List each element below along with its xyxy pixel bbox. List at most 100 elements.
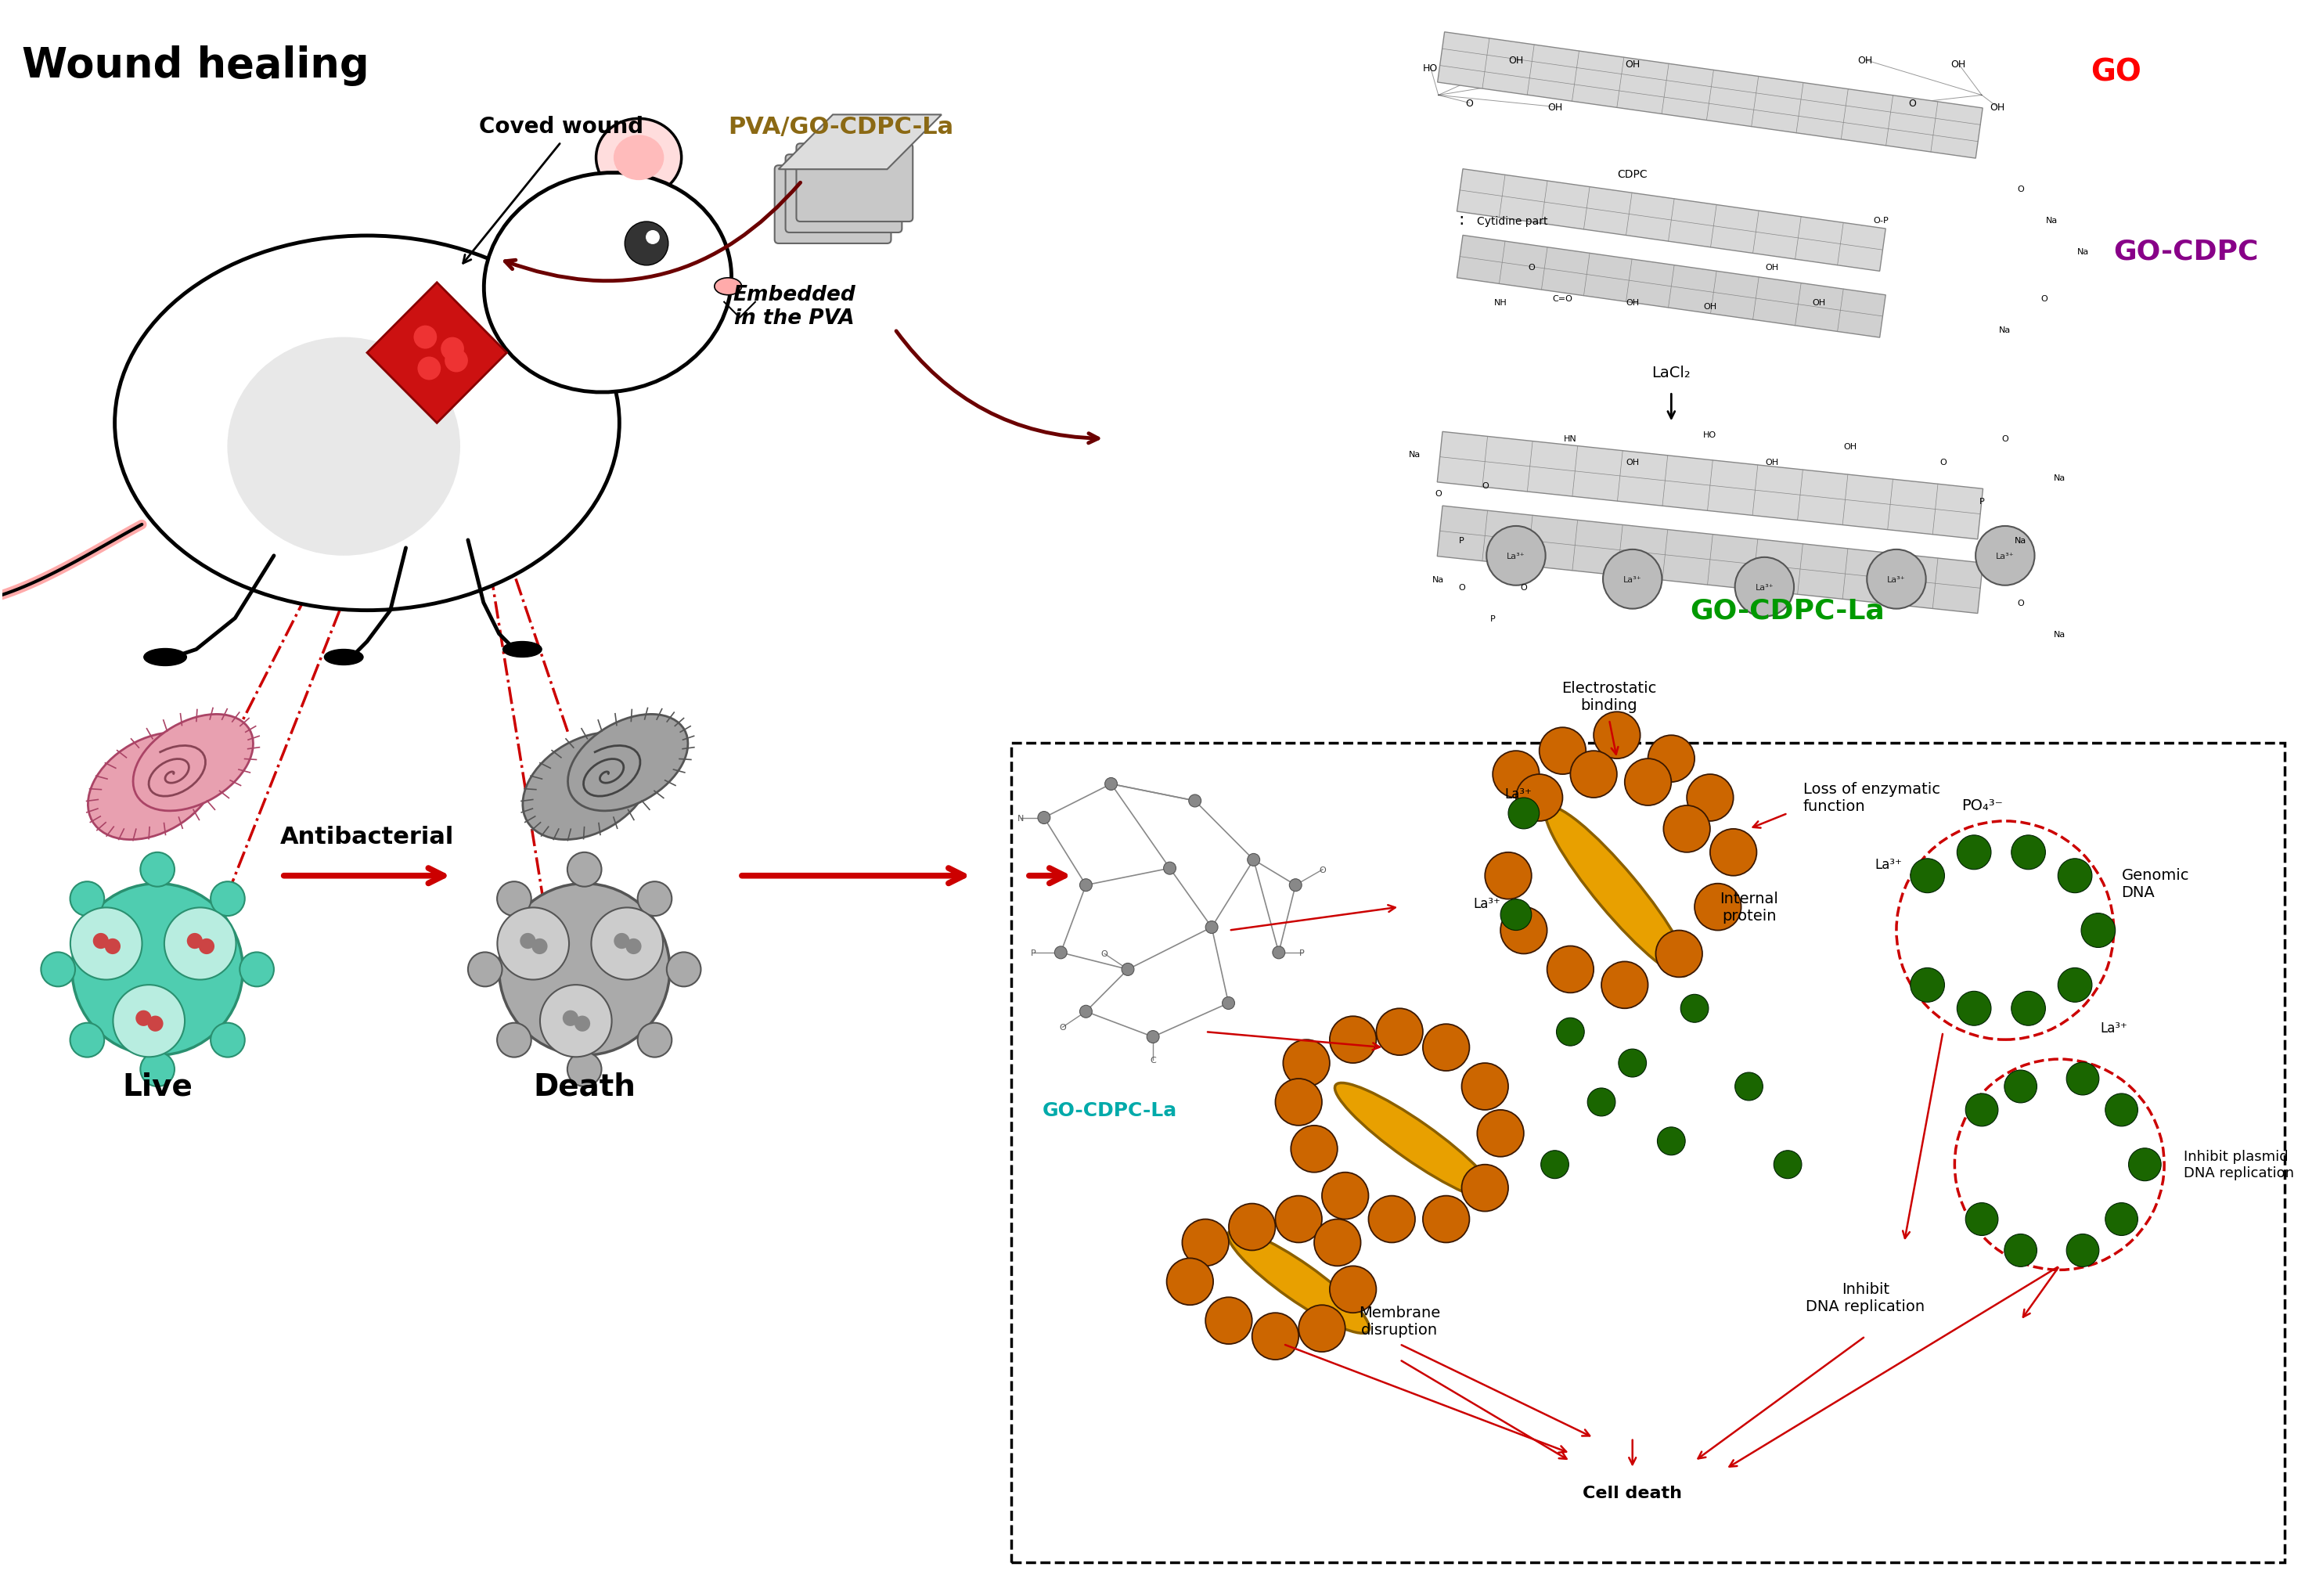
Text: O: O (2016, 185, 2023, 193)
Circle shape (1477, 1111, 1524, 1157)
Circle shape (1494, 752, 1540, 798)
Circle shape (637, 1023, 671, 1058)
Text: La³⁺: La³⁺ (1995, 552, 2014, 560)
Circle shape (1965, 1093, 1998, 1127)
Circle shape (1299, 1306, 1345, 1352)
Circle shape (2005, 1234, 2037, 1267)
Circle shape (1910, 859, 1944, 894)
Circle shape (1656, 930, 1703, 977)
Circle shape (1315, 1219, 1361, 1266)
Circle shape (567, 1052, 602, 1087)
Text: O: O (1907, 99, 1916, 109)
Circle shape (1680, 994, 1707, 1023)
Circle shape (1956, 835, 1991, 870)
Text: Na: Na (2047, 217, 2058, 225)
Circle shape (441, 338, 465, 361)
Circle shape (1247, 854, 1259, 867)
Circle shape (574, 1017, 590, 1031)
Circle shape (1965, 1203, 1998, 1235)
Circle shape (2005, 1071, 2037, 1103)
Circle shape (186, 934, 202, 950)
Text: Death: Death (534, 1073, 637, 1101)
Circle shape (1289, 879, 1301, 892)
Text: P: P (1979, 498, 1984, 506)
Text: Na: Na (2000, 326, 2012, 334)
Text: Na: Na (1433, 576, 1445, 584)
Circle shape (625, 222, 669, 267)
Circle shape (1587, 1088, 1614, 1116)
Ellipse shape (325, 650, 362, 666)
Text: OH: OH (1858, 56, 1872, 65)
Circle shape (418, 358, 441, 380)
Circle shape (499, 884, 669, 1055)
Circle shape (1206, 921, 1217, 934)
Circle shape (1540, 728, 1587, 774)
Text: Loss of enzymatic
function: Loss of enzymatic function (1803, 782, 1940, 814)
Text: O: O (1529, 263, 1536, 271)
Circle shape (211, 1023, 244, 1058)
FancyBboxPatch shape (1011, 744, 2284, 1562)
Circle shape (497, 1023, 532, 1058)
Circle shape (1570, 752, 1617, 798)
Ellipse shape (502, 642, 541, 658)
Ellipse shape (523, 733, 653, 839)
Text: GO-CDPC: GO-CDPC (2114, 238, 2258, 265)
Circle shape (532, 938, 548, 954)
Text: OH: OH (1991, 102, 2005, 113)
Circle shape (1222, 998, 1234, 1010)
Text: O: O (1101, 950, 1108, 958)
Circle shape (139, 1052, 174, 1087)
Circle shape (2067, 1063, 2100, 1095)
Circle shape (520, 934, 537, 950)
Circle shape (413, 326, 437, 350)
Text: OH: OH (1626, 458, 1640, 466)
Circle shape (1282, 1041, 1329, 1087)
Circle shape (1484, 852, 1531, 900)
Ellipse shape (114, 236, 620, 611)
Text: O: O (1319, 867, 1326, 873)
Circle shape (1517, 774, 1563, 822)
Circle shape (239, 953, 274, 986)
Circle shape (72, 884, 244, 1055)
Circle shape (1080, 879, 1092, 892)
Ellipse shape (1229, 1231, 1368, 1333)
FancyBboxPatch shape (797, 144, 913, 222)
Circle shape (135, 1010, 151, 1026)
Circle shape (1594, 712, 1640, 760)
Text: OH: OH (1624, 59, 1640, 70)
Text: La³⁺: La³⁺ (1473, 897, 1501, 910)
Polygon shape (1438, 433, 1984, 539)
Text: PO₄³⁻: PO₄³⁻ (1961, 798, 2002, 814)
Text: Embedded
in the PVA: Embedded in the PVA (732, 284, 855, 329)
Circle shape (1540, 1151, 1568, 1179)
Circle shape (1252, 1314, 1299, 1360)
Circle shape (1055, 946, 1066, 959)
Ellipse shape (597, 120, 681, 198)
Text: O: O (1059, 1023, 1066, 1031)
Text: C=O: C=O (1552, 295, 1573, 303)
Circle shape (2105, 1093, 2137, 1127)
Text: La³⁺: La³⁺ (1886, 576, 1905, 584)
Text: HO: HO (1424, 64, 1438, 73)
Circle shape (2128, 1148, 2160, 1181)
Text: PVA/GO-CDPC-La: PVA/GO-CDPC-La (727, 115, 952, 139)
Circle shape (1647, 736, 1693, 782)
Circle shape (1275, 1195, 1322, 1243)
Circle shape (625, 938, 641, 954)
Circle shape (1556, 1018, 1584, 1045)
Circle shape (1603, 551, 1661, 610)
Text: Na: Na (2054, 630, 2065, 638)
Circle shape (592, 908, 662, 980)
Circle shape (1368, 1195, 1415, 1243)
Circle shape (70, 883, 105, 916)
Circle shape (93, 934, 109, 950)
Circle shape (1501, 907, 1547, 954)
Circle shape (646, 231, 660, 244)
Text: HN: HN (1563, 436, 1577, 444)
Circle shape (1735, 1073, 1763, 1101)
Text: C: C (1150, 1057, 1157, 1065)
Circle shape (562, 1010, 578, 1026)
Ellipse shape (613, 136, 664, 180)
Text: Na: Na (2014, 536, 2026, 544)
Text: Na: Na (1410, 450, 1422, 458)
